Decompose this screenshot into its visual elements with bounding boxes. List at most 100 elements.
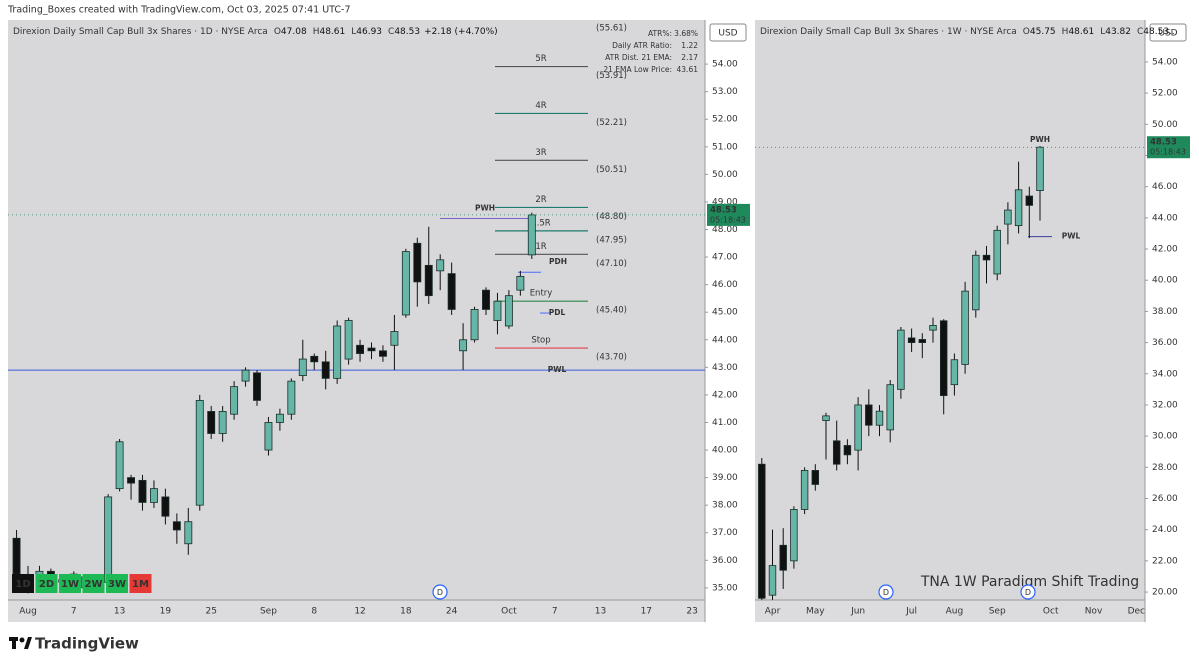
y-tick-label: 54.00 <box>712 60 738 70</box>
event-marker <box>878 584 894 600</box>
candle-body <box>1014 189 1023 227</box>
legend: Direxion Daily Small Cap Bull 3x Shares … <box>760 27 1178 37</box>
logo-shape <box>12 637 16 649</box>
level-price: (45.40) <box>596 306 627 316</box>
y-tick-label: 52.00 <box>712 115 738 125</box>
candle-body <box>811 470 820 485</box>
timeframe-label: 1W <box>61 579 79 590</box>
timeframe-button[interactable] <box>82 574 105 593</box>
candle-body <box>918 339 927 343</box>
timeframe-button[interactable] <box>12 574 34 593</box>
y-tick-label: 48.00 <box>712 225 738 235</box>
candle-body <box>379 350 387 357</box>
y-tick-label: 44.00 <box>712 335 738 345</box>
legend: Direxion Daily Small Cap Bull 3x Shares … <box>13 27 498 37</box>
info-value: 1.22 <box>681 41 698 50</box>
header-credit: Trading_Boxes created with TradingView.c… <box>7 5 351 16</box>
x-tick-label: 19 <box>160 607 172 617</box>
candle-body <box>12 537 21 575</box>
info-label: 21 EMA Low Price: <box>603 65 672 74</box>
candle-body <box>253 372 261 401</box>
candle-body <box>939 320 948 396</box>
y-tick-label: 28.00 <box>1152 463 1178 473</box>
candle-body <box>333 325 342 379</box>
timeframe-button[interactable] <box>59 574 81 593</box>
timeframe-button[interactable] <box>129 574 152 593</box>
x-tick-label: Apr <box>765 607 781 617</box>
legend-value: 45.75 <box>1030 27 1056 37</box>
candle-body <box>424 264 433 297</box>
y-tick-label: 44.00 <box>1152 213 1178 223</box>
y-tick-label: 51.00 <box>712 142 738 152</box>
event-marker <box>432 584 448 600</box>
y-tick-label: 47.00 <box>712 253 738 263</box>
level-price: (43.70) <box>596 353 627 363</box>
info-label: Daily ATR Ratio: <box>612 41 672 50</box>
candle-body <box>504 295 513 327</box>
candle-body <box>800 470 809 510</box>
y-tick-label: 49.00 <box>712 197 738 207</box>
y-tick-label: 38.00 <box>712 501 738 511</box>
y-tick-label: 50.00 <box>712 170 738 180</box>
y-tick-label: 52.00 <box>1152 89 1178 99</box>
x-tick-label: Dec <box>1128 607 1145 617</box>
y-tick-label: 46.00 <box>712 280 738 290</box>
currency: USD <box>1158 29 1177 39</box>
candle-body <box>413 242 422 283</box>
candle-body <box>401 251 410 316</box>
currency: USD <box>718 29 737 39</box>
x-tick-label: 18 <box>400 607 412 617</box>
legend-change: +2.18 (+4.70%) <box>424 27 498 37</box>
legend-letter: H <box>313 27 320 37</box>
candle-body <box>390 331 399 346</box>
candle-body <box>779 544 787 571</box>
level-price: (55.61) <box>596 24 627 34</box>
x-tick-label: May <box>806 607 825 617</box>
level-name: 3R <box>535 148 546 158</box>
last-price: 48.53 <box>1150 138 1177 148</box>
event-marker-label: D <box>437 588 443 597</box>
timeframe-label: 2D <box>39 579 54 590</box>
info-value: 3.68% <box>674 29 698 38</box>
brand-logo: TradingView <box>9 635 139 653</box>
legend-value: 46.93 <box>356 27 382 37</box>
x-tick-label: Oct <box>1043 607 1059 617</box>
y-tick-label: 41.00 <box>712 418 738 428</box>
legend-letter: C <box>1137 27 1143 37</box>
candle-body <box>287 380 296 415</box>
legend-letter: C <box>388 27 394 37</box>
candle-body <box>321 361 330 379</box>
legend-letter: L <box>351 27 356 37</box>
candle-body <box>875 410 884 426</box>
candle-body <box>298 358 307 377</box>
candle-body <box>172 521 181 531</box>
y-tick-label: 45.00 <box>712 308 738 318</box>
candle-body <box>897 329 905 390</box>
candle-body <box>865 404 873 426</box>
marker-label: PWH <box>475 203 495 212</box>
level-price: (52.21) <box>596 118 627 128</box>
candle-body <box>344 320 353 360</box>
timeframe-button[interactable] <box>35 574 58 593</box>
marker-label: PDL <box>549 308 566 317</box>
candle-body <box>929 325 937 331</box>
x-tick-label: 12 <box>354 607 365 617</box>
timeframe-button[interactable] <box>106 574 128 593</box>
candle-body <box>150 488 158 503</box>
x-tick-label: 25 <box>205 607 216 617</box>
x-tick-label: 23 <box>686 607 697 617</box>
y-tick-label: 38.00 <box>1152 307 1178 317</box>
legend-value: 48.53 <box>1143 27 1169 37</box>
candle-body <box>184 521 193 545</box>
info-value: 43.61 <box>677 65 699 74</box>
candle-body <box>758 463 766 599</box>
legend-value: 48.53 <box>394 27 420 37</box>
candle-timer: 05:18:43 <box>710 215 746 224</box>
candle-body <box>972 254 980 311</box>
plot-background <box>8 20 705 600</box>
candle-body <box>230 386 239 415</box>
candle-body <box>115 441 124 490</box>
candle-body <box>843 445 852 456</box>
legend-title: Direxion Daily Small Cap Bull 3x Shares … <box>760 27 1017 37</box>
candle-body <box>104 496 113 583</box>
